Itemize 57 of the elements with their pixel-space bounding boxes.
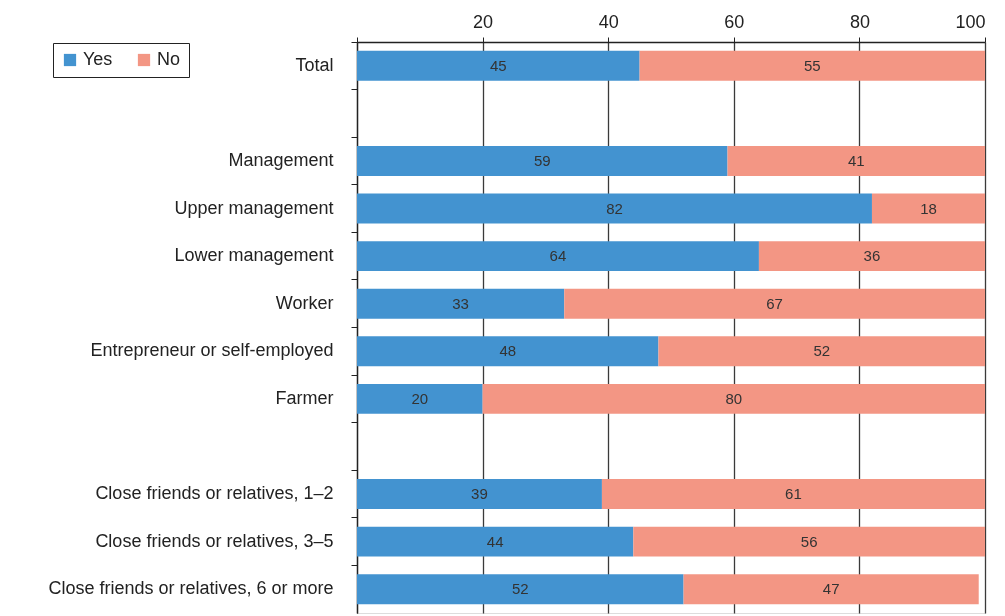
data-label: 80: [725, 389, 743, 407]
y-tick-label: Close friends or relatives, 3–5: [95, 530, 334, 551]
legend-label: No: [157, 49, 181, 69]
data-label: 45: [489, 56, 507, 74]
y-tick-label: Management: [228, 149, 334, 170]
data-label: 61: [785, 485, 802, 503]
data-label: 36: [863, 247, 881, 265]
data-label: 41: [847, 151, 865, 169]
x-tick-label: 80: [849, 11, 870, 32]
y-tick-label: Worker: [275, 292, 334, 313]
bar: [758, 241, 985, 272]
bar: [482, 383, 985, 414]
bar: [357, 336, 659, 367]
y-tick-label: Lower management: [174, 245, 334, 266]
bar: [564, 288, 985, 319]
data-label: 82: [606, 199, 623, 217]
bar: [639, 50, 985, 81]
bar: [357, 526, 634, 557]
y-tick-label: Close friends or relatives, 6 or more: [48, 578, 334, 599]
x-tick-label: 100: [955, 11, 986, 32]
y-tick-label: Upper management: [174, 197, 334, 218]
bar: [357, 383, 483, 414]
bar: [357, 193, 872, 224]
bar: [357, 574, 684, 605]
data-label: 33: [452, 294, 469, 312]
y-tick-label: Total: [295, 54, 334, 75]
bar: [871, 193, 985, 224]
data-label: 55: [803, 56, 821, 74]
y-tick-label: Farmer: [275, 387, 334, 408]
data-label: 20: [411, 389, 429, 407]
bar: [633, 526, 985, 557]
bar: [727, 145, 985, 176]
data-label: 52: [813, 342, 831, 360]
y-tick-label: Entrepreneur or self-employed: [90, 340, 334, 361]
legend-label: Yes: [83, 49, 113, 69]
y-tick-label: Close friends or relatives, 1–2: [95, 483, 334, 504]
x-tick-label: 20: [473, 11, 494, 32]
data-label: 59: [533, 151, 551, 169]
bar: [357, 288, 565, 319]
x-tick-label: 60: [724, 11, 745, 32]
data-label: 64: [549, 247, 567, 265]
data-label: 47: [822, 580, 840, 598]
bar: [683, 574, 979, 605]
data-label: 48: [499, 342, 517, 360]
data-label: 67: [766, 294, 783, 312]
bar: [658, 336, 985, 367]
bar: [357, 50, 640, 81]
data-label: 18: [920, 199, 937, 217]
bar: [357, 479, 602, 510]
bar: [601, 479, 985, 510]
data-label: 44: [486, 532, 504, 550]
bar: [357, 145, 728, 176]
data-label: 52: [511, 580, 529, 598]
data-label: 56: [800, 532, 818, 550]
x-tick-label: 40: [598, 11, 619, 32]
bar: [357, 241, 759, 272]
data-label: 39: [471, 485, 488, 503]
